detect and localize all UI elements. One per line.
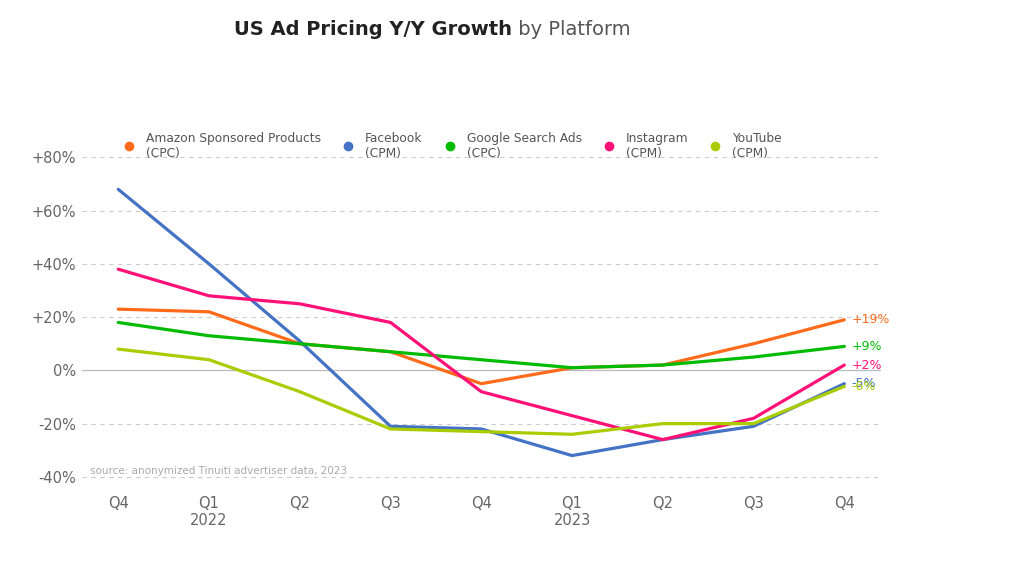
Legend: Amazon Sponsored Products
(CPC), Facebook
(CPM), Google Search Ads
(CPC), Instag: Amazon Sponsored Products (CPC), Faceboo…	[117, 132, 782, 160]
Text: by Platform: by Platform	[512, 20, 631, 39]
Text: -6%: -6%	[852, 380, 876, 393]
Text: +19%: +19%	[852, 314, 890, 326]
Text: source: anonymized Tinuiti advertiser data, 2023: source: anonymized Tinuiti advertiser da…	[90, 466, 347, 475]
Text: -5%: -5%	[852, 377, 877, 390]
Text: US Ad Pricing Y/Y Growth: US Ad Pricing Y/Y Growth	[234, 20, 512, 39]
Text: +9%: +9%	[852, 340, 882, 353]
Text: +2%: +2%	[852, 359, 882, 372]
